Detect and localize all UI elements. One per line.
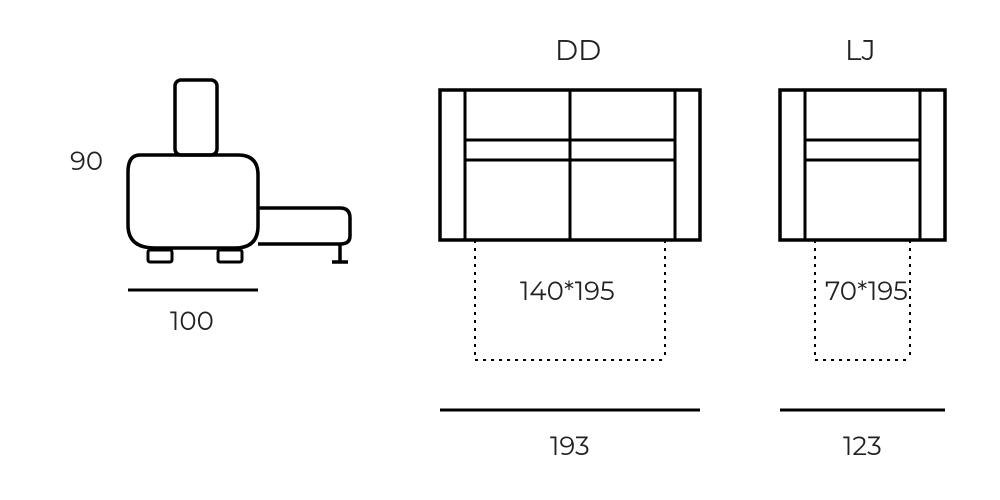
dd-title: DD — [555, 34, 601, 68]
side-depth-label: 100 — [170, 305, 214, 337]
dd-width-label: 193 — [550, 430, 590, 462]
dd-mattress-label: 140*195 — [520, 275, 615, 307]
lj-title: LJ — [845, 34, 876, 68]
lj-view: LJ 70*195 123 — [780, 34, 945, 462]
side-view: 90 100 — [70, 80, 350, 337]
lj-width-label: 123 — [843, 430, 882, 462]
dd-view: DD 140*195 193 — [440, 34, 700, 462]
furniture-dimension-diagram: 90 100 DD 140*195 193 LJ — [0, 0, 1000, 500]
side-height-label: 90 — [70, 145, 103, 177]
lj-mattress-label: 70*195 — [825, 275, 908, 307]
